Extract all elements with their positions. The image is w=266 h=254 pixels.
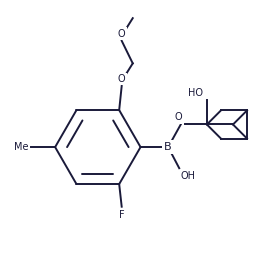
Text: O: O [118, 74, 126, 84]
Text: OH: OH [180, 171, 195, 181]
Text: O: O [175, 113, 182, 122]
Text: HO: HO [188, 88, 203, 98]
Text: O: O [118, 29, 126, 39]
Text: F: F [119, 210, 124, 220]
Text: B: B [164, 142, 172, 152]
Text: Me: Me [14, 142, 29, 152]
